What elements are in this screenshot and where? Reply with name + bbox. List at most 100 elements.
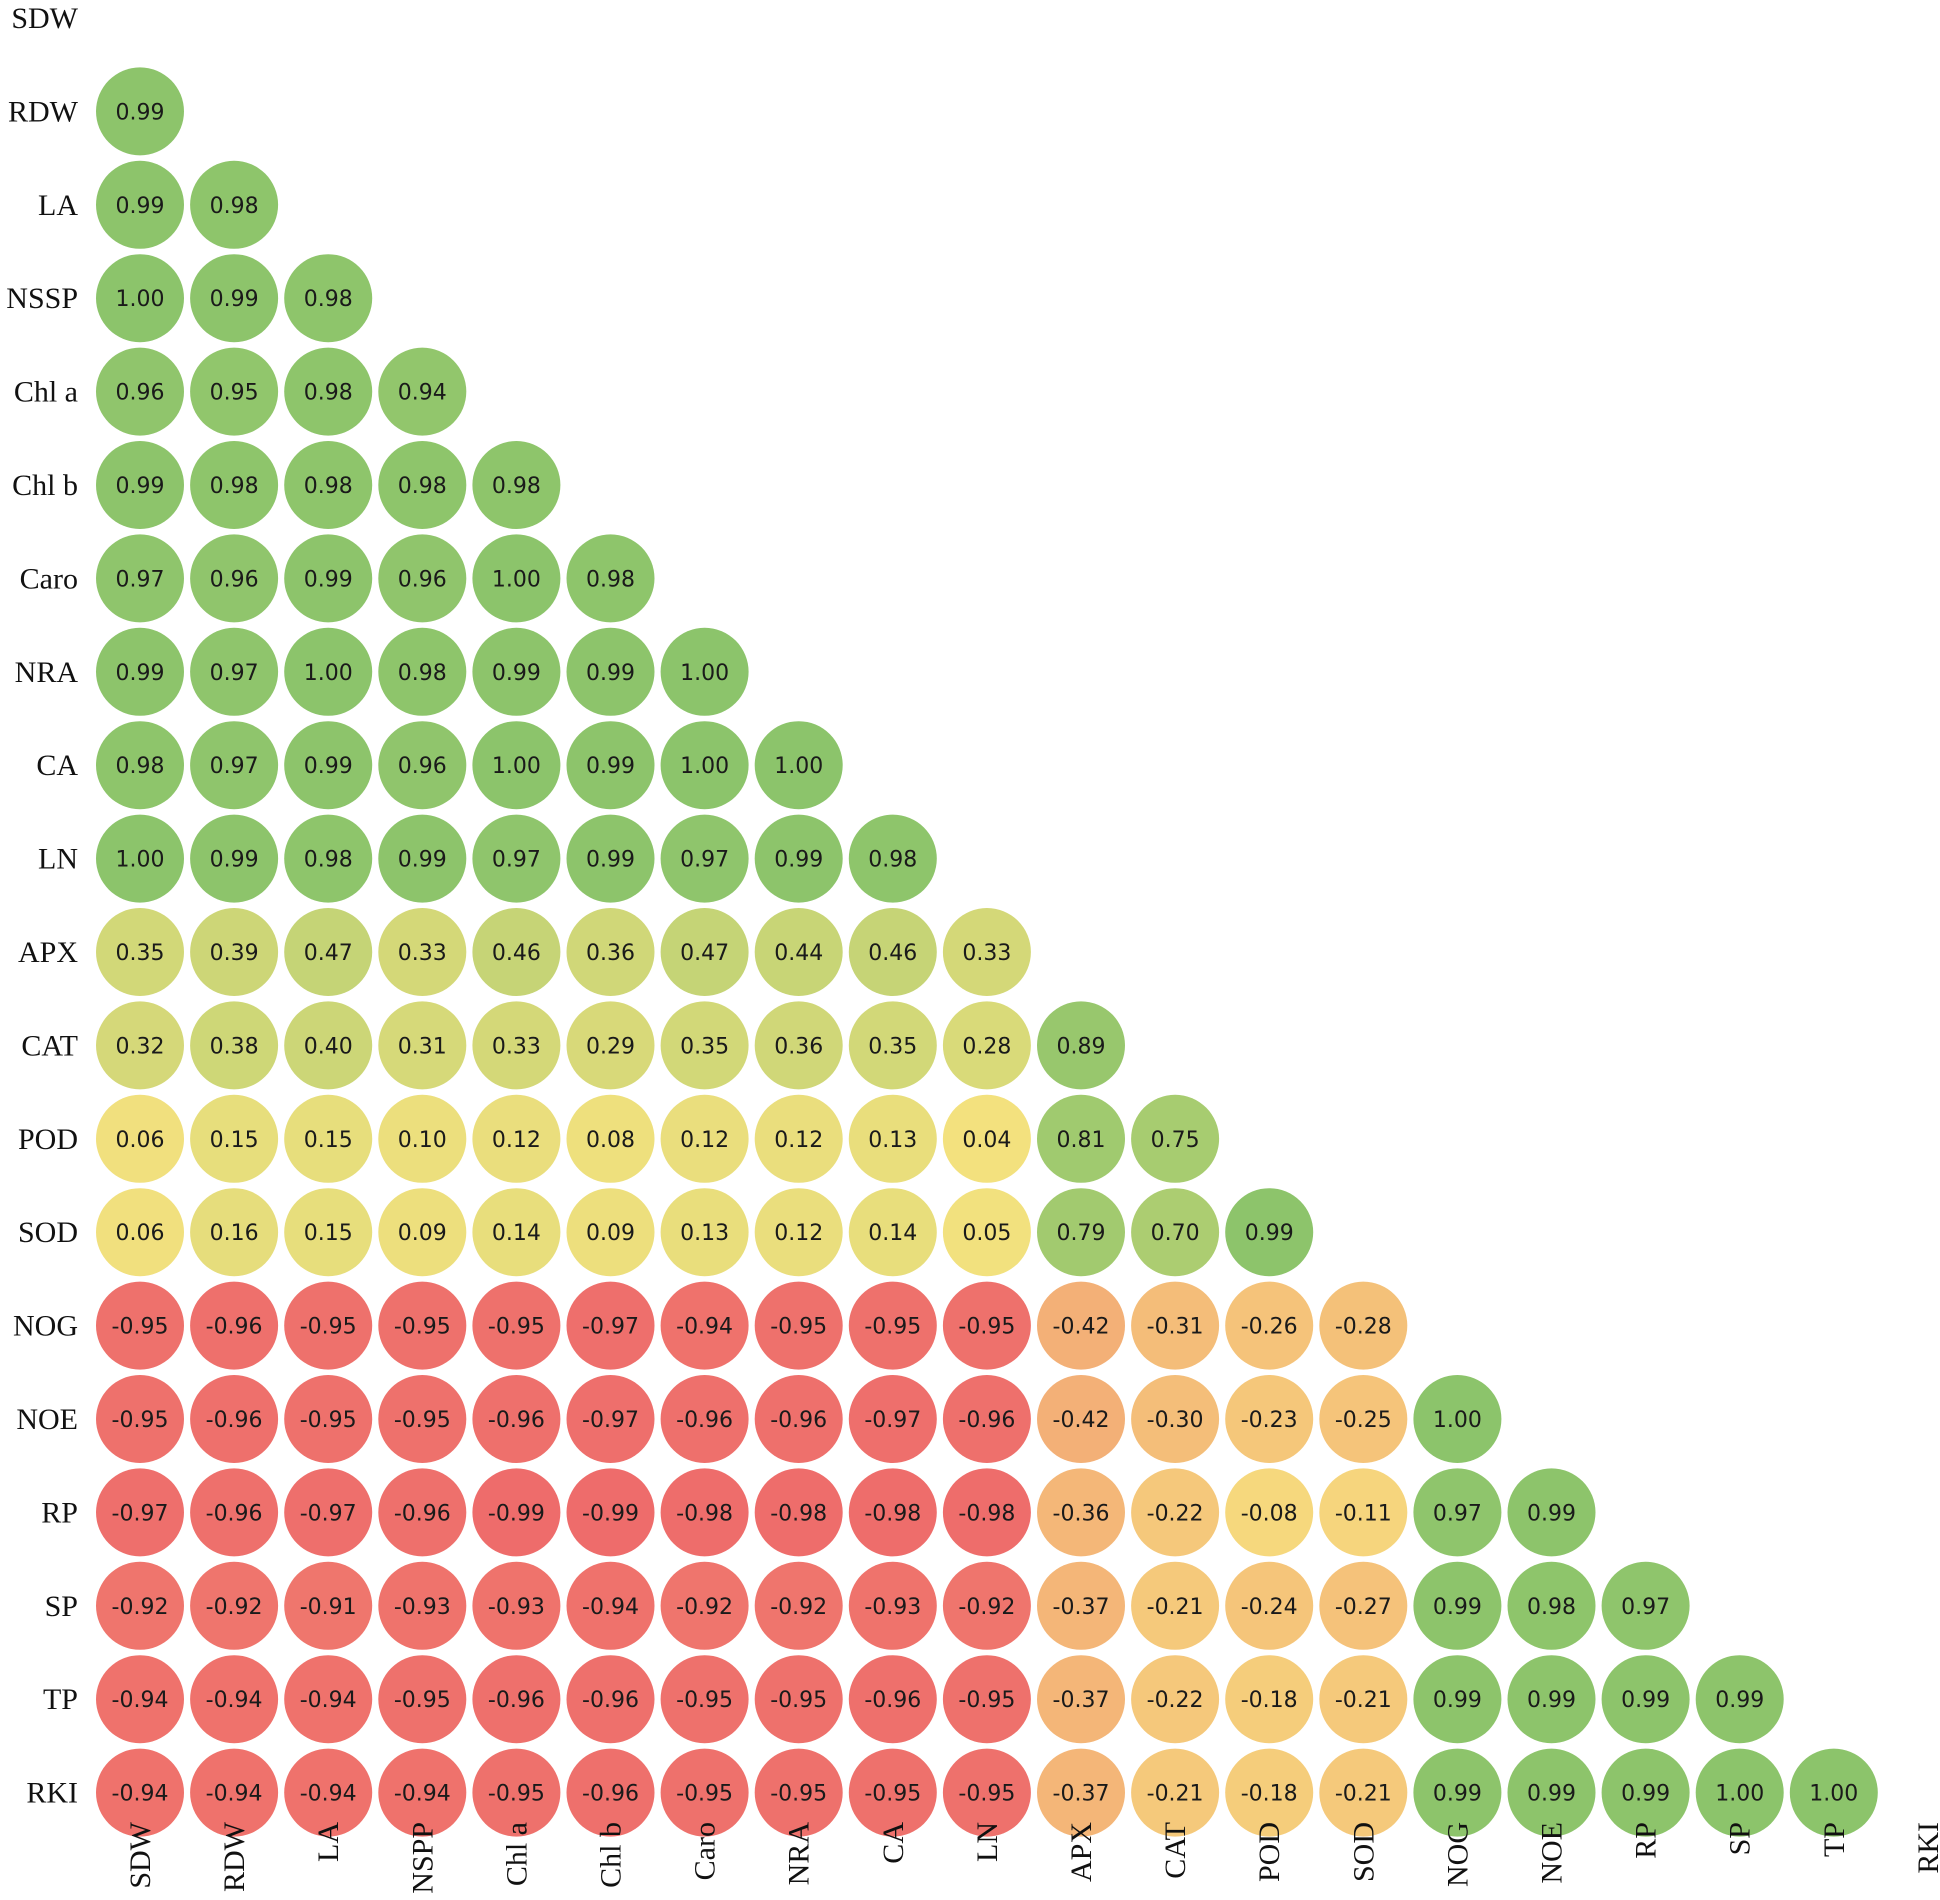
correlation-cell: 0.99 [96,441,184,529]
correlation-cell: 0.98 [284,254,373,343]
correlation-cell: -0.95 [942,1655,1031,1744]
column-label: POD [1253,1822,1286,1882]
row-label: SP [45,1590,78,1623]
correlation-circle [660,1188,749,1277]
correlation-cell: 0.98 [1507,1561,1596,1650]
correlation-circle [378,1094,467,1183]
column-label: RKI [1912,1822,1940,1874]
correlation-value: -0.98 [676,1501,733,1526]
correlation-value: -0.95 [958,1688,1015,1713]
correlation-value: -0.92 [206,1595,263,1620]
column-label: RP [1630,1822,1663,1859]
column-label: SOD [1347,1822,1380,1882]
correlation-value: 0.98 [398,474,447,499]
correlation-cell: -0.37 [1037,1748,1125,1837]
row-label: NOG [13,1310,78,1343]
correlation-value: -0.97 [112,1501,169,1526]
correlation-cell: -0.96 [378,1468,467,1557]
correlation-cell: -0.96 [190,1468,279,1557]
correlation-circle [942,1655,1031,1744]
correlation-circle [284,1561,373,1650]
correlation-cell: -0.94 [96,1655,184,1744]
correlation-value: 0.75 [1151,1128,1200,1153]
correlation-circle [472,721,561,810]
correlation-cell: 0.99 [566,721,655,810]
correlation-circle [378,1655,467,1744]
correlation-value: -0.42 [1053,1315,1110,1340]
correlation-value: 0.35 [116,941,165,966]
correlation-value: 0.16 [210,1221,259,1246]
correlation-circle [284,1188,373,1277]
correlation-cell: -0.95 [754,1655,843,1744]
correlation-circle [472,1281,561,1370]
correlation-value: 0.36 [774,1034,823,1059]
correlation-value: -0.97 [864,1408,921,1433]
correlation-cell: 0.33 [378,908,467,996]
correlation-cell: -0.26 [1225,1281,1314,1370]
correlation-value: -0.28 [1335,1315,1392,1340]
correlation-cell: -0.42 [1037,1281,1125,1370]
correlation-circle [378,1748,467,1837]
correlation-value: -0.96 [488,1408,545,1433]
correlation-circle [96,254,184,343]
correlation-circle [754,1001,843,1090]
correlation-circle [284,347,373,436]
correlation-circle [942,1188,1031,1277]
correlation-cell: 0.98 [284,441,373,529]
correlation-circle [1319,1655,1408,1744]
correlation-circle [1319,1468,1408,1557]
correlation-cell: 0.99 [378,814,467,903]
correlation-value: -0.94 [300,1782,357,1807]
correlation-value: 0.99 [116,100,165,125]
row-labels: SDW RDW LA NSSP Chl a Chl b Caro NRA CA LN APX CAT P… [6,2,78,1810]
correlation-circle [566,721,655,810]
correlation-cell: -0.94 [566,1561,655,1650]
correlation-value: -0.37 [1053,1595,1110,1620]
correlation-cell: 0.05 [942,1188,1031,1277]
column-label: NRA [783,1822,816,1886]
correlation-cell: 0.12 [472,1094,561,1183]
correlation-value: -0.30 [1147,1408,1204,1433]
correlation-value: 0.96 [398,754,447,779]
correlation-value: 1.00 [492,567,541,592]
correlation-circle [1037,1748,1125,1837]
correlation-circle [378,1188,467,1277]
correlation-cell: 0.98 [284,814,373,903]
correlation-circle [754,1375,843,1463]
correlation-cell: 0.36 [754,1001,843,1090]
correlation-cell: -0.25 [1319,1375,1408,1463]
correlation-value: -0.21 [1335,1688,1392,1713]
correlation-value: 0.99 [1433,1782,1482,1807]
correlation-cell: -0.95 [472,1281,561,1370]
correlation-value: 0.31 [398,1034,447,1059]
correlation-value: 0.13 [680,1221,729,1246]
correlation-value: 0.99 [1527,1501,1576,1526]
column-label: CAT [1159,1822,1192,1879]
correlation-circle [190,1281,279,1370]
correlation-value: -0.98 [770,1501,827,1526]
correlation-value: -0.22 [1147,1688,1204,1713]
correlation-circle [284,1001,373,1090]
correlation-value: 0.12 [774,1221,823,1246]
correlation-cell: 0.98 [190,160,279,249]
correlation-circle [284,1094,373,1183]
correlation-circle [472,814,561,903]
correlation-circle [378,1561,467,1650]
correlation-cell: -0.21 [1131,1561,1220,1650]
correlation-value: 0.99 [116,474,165,499]
correlation-cell: -0.94 [284,1655,373,1744]
correlation-circle [284,254,373,343]
correlation-circle [1601,1655,1690,1744]
correlation-circle [1225,1468,1314,1557]
correlation-circle [1507,1561,1596,1650]
correlation-circle [284,1468,373,1557]
correlation-circle [1037,1375,1125,1463]
correlation-circle [190,908,279,996]
correlation-value: -0.95 [770,1782,827,1807]
correlation-cell: -0.95 [660,1748,749,1837]
correlation-value: 0.98 [868,848,917,873]
correlation-value: -0.95 [864,1782,921,1807]
correlation-value: -0.31 [1147,1315,1204,1340]
correlation-cell: -0.96 [190,1375,279,1463]
correlation-cell: 0.35 [96,908,184,996]
